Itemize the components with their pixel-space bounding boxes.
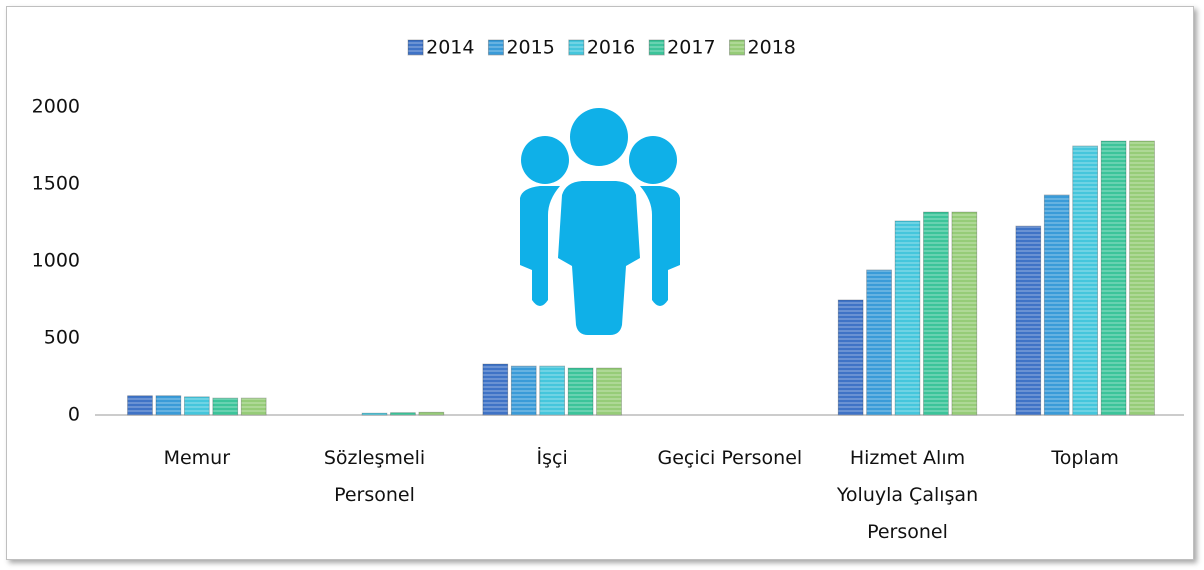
x-tick-label-box: Memur — [163, 447, 231, 469]
bar — [361, 412, 388, 416]
legend-label: 2017 — [667, 37, 715, 59]
x-tick-label-box: Toplam — [1051, 447, 1119, 469]
legend-swatch — [729, 39, 746, 56]
x-tick-label-box: İşçi — [536, 447, 568, 469]
bar — [183, 396, 210, 416]
bar — [212, 397, 239, 416]
y-tick-label: 0 — [68, 404, 80, 426]
y-tick-label: 1000 — [32, 250, 80, 272]
bar — [866, 269, 892, 416]
bar — [894, 220, 921, 416]
bar — [1043, 194, 1070, 416]
legend-label: 2014 — [426, 37, 474, 59]
bar — [539, 365, 566, 416]
bar — [482, 363, 509, 416]
bar — [567, 367, 594, 416]
x-tick-label: Toplam — [1051, 447, 1119, 469]
x-tick-label: Geçici Personel — [657, 447, 803, 469]
bar — [951, 211, 978, 416]
legend-label: 2016 — [587, 37, 635, 59]
x-tick-label: Sözleşmeli Personel — [323, 447, 426, 506]
legend-swatch — [568, 39, 585, 56]
bar — [1100, 140, 1127, 416]
legend: 2014 2015 2016 2017 2018 — [407, 37, 796, 59]
legend-label: 2018 — [748, 37, 796, 59]
legend-swatch — [487, 39, 504, 56]
x-tick-label: Memur — [163, 447, 231, 469]
bar — [596, 367, 622, 416]
bar — [418, 411, 445, 416]
y-tick-label: 1500 — [32, 173, 80, 195]
bar — [127, 395, 153, 416]
x-tick-label-box: Geçici Personel — [657, 447, 803, 469]
y-tick-label: 500 — [44, 327, 80, 349]
x-tick-label: Hizmet Alım Yoluyla Çalışan Personel — [836, 447, 979, 543]
bar — [923, 211, 949, 416]
legend-swatch — [407, 39, 424, 56]
people-icon — [520, 108, 680, 335]
y-tick-label: 2000 — [32, 96, 80, 118]
bar — [837, 299, 864, 416]
x-tick-label-box: Hizmet Alım Yoluyla Çalışan Personel — [836, 447, 979, 543]
bar — [155, 395, 182, 416]
legend-label: 2015 — [506, 37, 554, 59]
x-tick-label-box: Sözleşmeli Personel — [323, 447, 426, 506]
bar — [510, 365, 537, 416]
bar — [390, 412, 416, 416]
bar — [1072, 145, 1099, 416]
bar — [1129, 140, 1155, 416]
x-tick-label: İşçi — [536, 447, 568, 469]
legend-swatch — [648, 39, 665, 56]
bar — [1015, 225, 1042, 416]
bar — [240, 397, 267, 416]
